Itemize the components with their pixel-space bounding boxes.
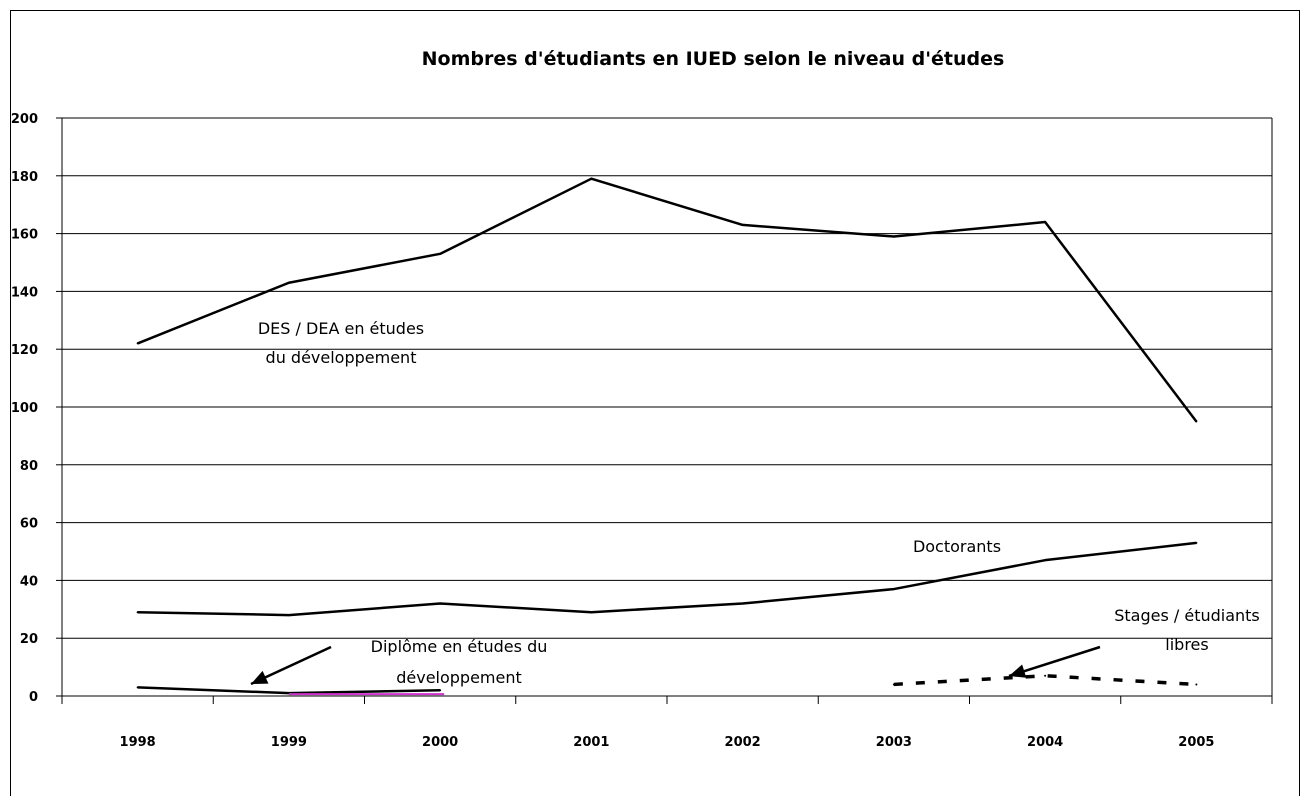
data-point-des [1195,420,1198,423]
data-point-doctorants [136,611,139,614]
data-point-des [1044,221,1047,224]
x-tick-label: 2000 [422,735,458,750]
y-tick-label: 80 [20,459,38,474]
annotation-des: DES / DEA en études [258,319,424,338]
data-point-des [892,235,895,238]
y-tick-label: 100 [11,401,38,416]
annotation-stages: libres [1165,635,1208,654]
data-point-stages [1195,683,1198,686]
x-tick-label: 2003 [876,735,912,750]
data-point-des [590,177,593,180]
y-tick-label: 120 [11,343,38,358]
annotation-doctorants: Doctorants [913,537,1001,556]
arrow-head-diplome [251,670,269,684]
data-point-des [741,223,744,226]
y-tick-label: 140 [11,285,38,300]
x-tick-label: 1999 [271,735,307,750]
data-point-doctorants [590,611,593,614]
data-point-des [439,252,442,255]
data-point-doctorants [1044,559,1047,562]
data-point-des [287,281,290,284]
y-tick-label: 200 [11,112,38,127]
data-point-diplome [439,689,442,692]
annotation-diplome: développement [396,668,522,687]
data-point-doctorants [892,588,895,591]
data-point-doctorants [287,614,290,617]
y-tick-label: 60 [20,517,38,532]
x-tick-label: 2004 [1027,735,1063,750]
series-line-des [137,177,1198,423]
x-tick-label: 2001 [573,735,609,750]
y-tick-label: 0 [29,690,38,705]
arrow-head-stages [1009,664,1027,678]
data-point-stages [1044,674,1047,677]
x-tick-label: 1998 [120,735,156,750]
series-line-doctorants [137,541,1197,617]
data-point-diplome [136,686,139,689]
data-point-doctorants [1195,541,1198,544]
y-tick-label: 40 [20,574,38,589]
chart-title: Nombres d'étudiants en IUED selon le niv… [422,48,1005,70]
y-tick-label: 180 [11,170,38,185]
series-line-stages [893,674,1197,687]
annotation-diplome: Diplôme en études du [371,637,548,656]
chart-frame [10,10,1300,796]
y-tick-label: 20 [20,632,38,647]
data-point-stages [892,683,895,686]
y-tick-label: 160 [11,228,38,243]
data-point-doctorants [439,602,442,605]
annotation-des: du développement [266,348,417,367]
x-tick-label: 2005 [1178,735,1214,750]
x-tick-label: 2002 [725,735,761,750]
annotation-stages: Stages / étudiants [1114,606,1260,625]
data-point-des [136,342,139,345]
data-point-doctorants [741,602,744,605]
